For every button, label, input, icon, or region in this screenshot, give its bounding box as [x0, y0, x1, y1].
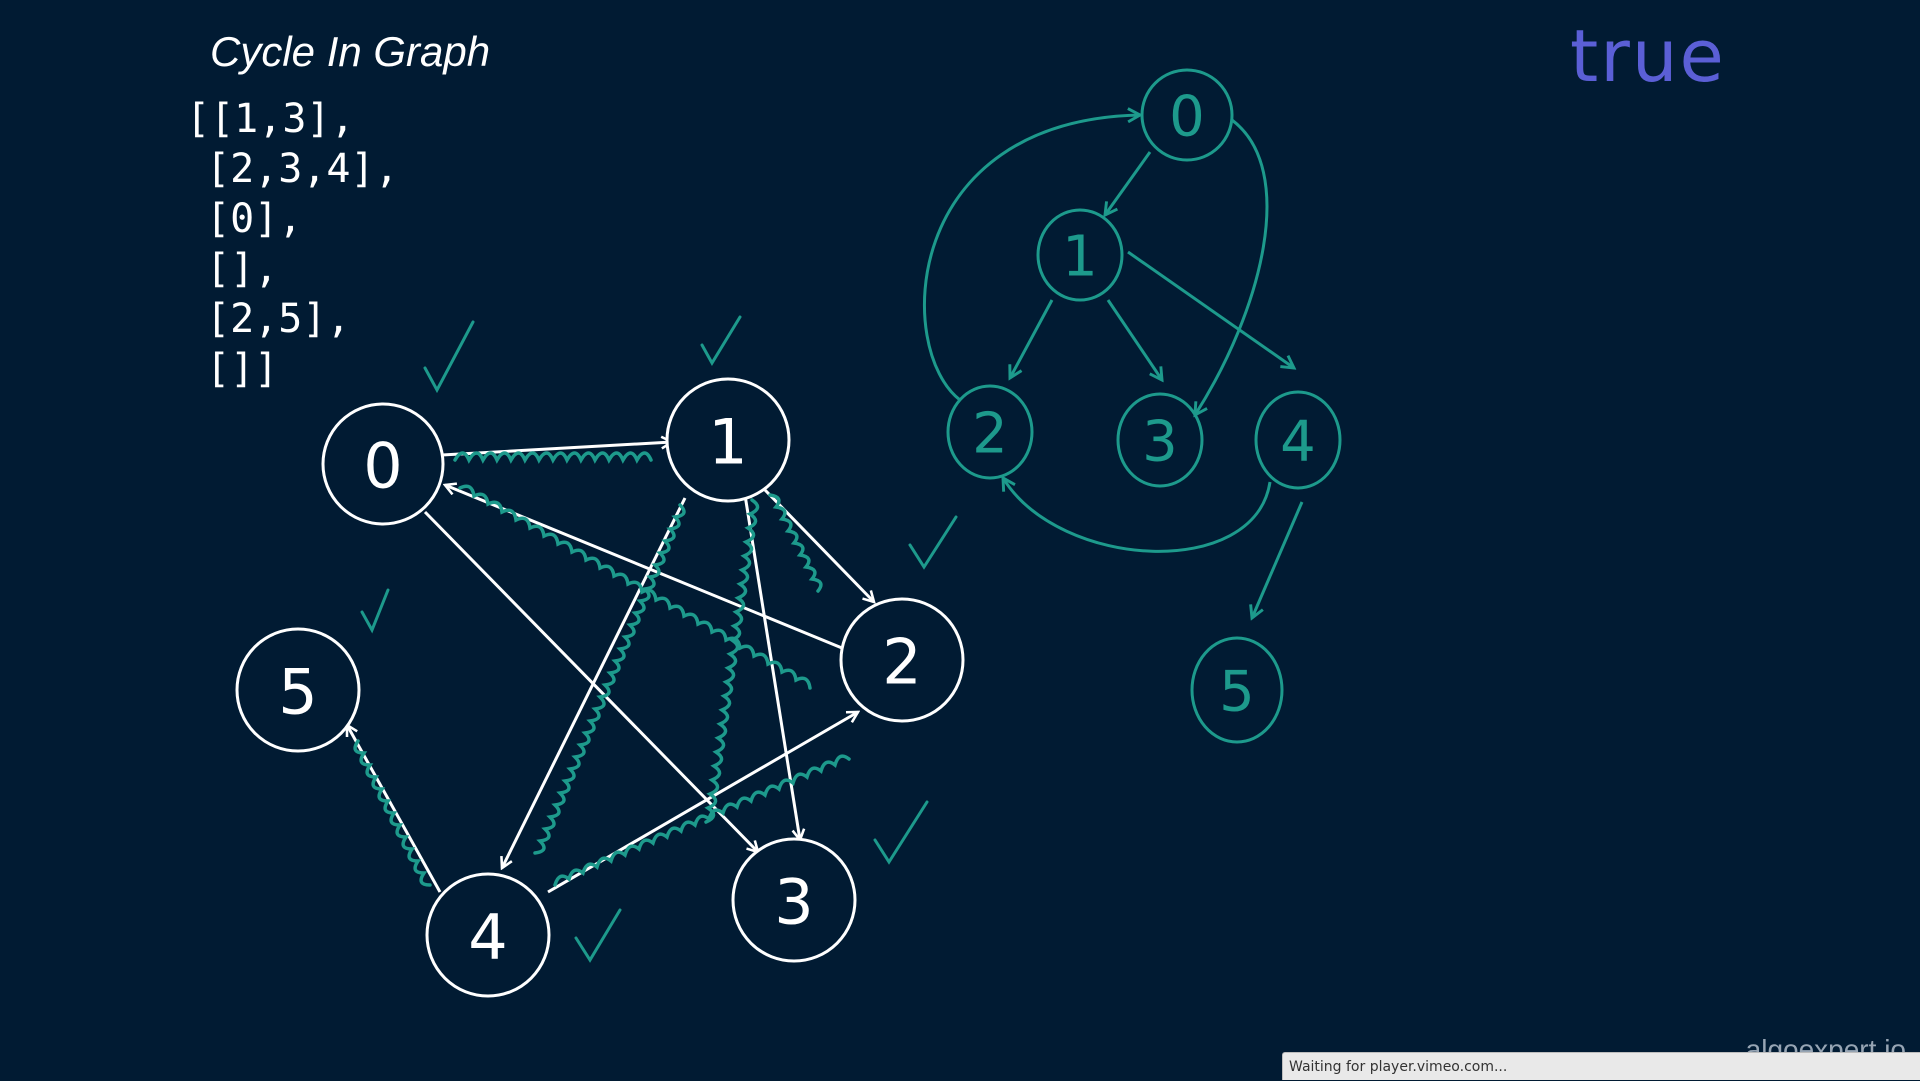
tree-node-1-label: 1 — [1062, 225, 1098, 290]
visited-mark-0-1 — [453, 451, 653, 464]
tree-node-0-circle — [1140, 68, 1234, 162]
left-node-0-label: 0 — [363, 430, 402, 503]
tree-edge-0-3 — [1195, 118, 1269, 415]
tree-edge-4-5 — [1252, 501, 1304, 618]
adjacency-row-1: [2,3,4], — [206, 146, 399, 192]
checkmark-node-5 — [360, 588, 390, 634]
checkmark-node-4 — [574, 908, 622, 963]
tree-node-2-circle — [946, 384, 1034, 480]
edge-1-4 — [502, 497, 687, 868]
left-graph: 0 1 2 3 4 5 — [235, 315, 965, 998]
left-node-2-circle — [839, 597, 965, 723]
adjacency-row-4: [2,5], — [206, 296, 351, 342]
tree-node-3-circle — [1116, 392, 1204, 488]
adjacency-row-3: [], — [206, 246, 279, 292]
left-node-5-circle — [235, 627, 361, 753]
left-node-1-label: 1 — [708, 406, 747, 479]
tree-node-4-circle — [1254, 390, 1342, 490]
visited-mark-2-0 — [458, 484, 812, 690]
left-node-4-circle — [425, 872, 551, 998]
tree-edge-2-0 — [922, 115, 1140, 402]
edge-1-3 — [743, 494, 800, 840]
left-node-3-label: 3 — [774, 866, 813, 939]
right-tree — [922, 68, 1342, 744]
left-node-2-label: 2 — [882, 626, 921, 699]
visited-mark-1-4 — [533, 503, 686, 855]
tree-node-2-label: 2 — [972, 402, 1008, 467]
tree-node-0-label: 0 — [1169, 85, 1205, 150]
checkmark-node-1 — [700, 315, 742, 366]
edge-0-3 — [423, 510, 758, 852]
checkmark-node-2 — [908, 515, 958, 570]
left-node-3-circle — [731, 837, 857, 963]
adjacency-row-5: []] — [206, 346, 279, 392]
tree-node-5-label: 5 — [1219, 660, 1255, 725]
tree-edge-1-2 — [1010, 299, 1054, 378]
visited-mark-4-2 — [553, 754, 851, 887]
result-value: true — [1570, 14, 1726, 98]
tree-edge-1-4 — [1127, 250, 1294, 368]
tree-node-4-label: 4 — [1280, 410, 1316, 475]
left-node-5-label: 5 — [278, 656, 317, 729]
tree-edge-4-2 — [1003, 478, 1272, 553]
tree-node-1-circle — [1036, 208, 1124, 302]
visited-mark-1-2 — [768, 493, 823, 593]
visited-mark-1-3 — [704, 498, 760, 824]
tree-node-5-circle — [1190, 636, 1284, 744]
browser-status-bar: Waiting for player.vimeo.com... — [1282, 1052, 1920, 1080]
tree-edge-1-3 — [1106, 299, 1162, 380]
edge-4-5 — [345, 725, 442, 893]
tree-edge-0-1 — [1105, 151, 1152, 215]
left-node-0-circle — [321, 402, 445, 526]
tree-node-3-label: 3 — [1142, 410, 1178, 475]
page-title: Cycle In Graph — [210, 28, 491, 75]
left-node-4-label: 4 — [468, 901, 507, 974]
checkmark-node-3 — [873, 800, 929, 865]
checkmark-node-0 — [423, 320, 475, 394]
left-node-1-circle — [665, 377, 791, 503]
visited-mark-4-5 — [353, 739, 432, 887]
adjacency-row-0: [[1,3], — [186, 96, 355, 142]
adjacency-row-2: [0], — [206, 196, 303, 242]
adjacency-list: [[1,3], [2,3,4], [0], [], [2,5], []] — [186, 94, 399, 394]
